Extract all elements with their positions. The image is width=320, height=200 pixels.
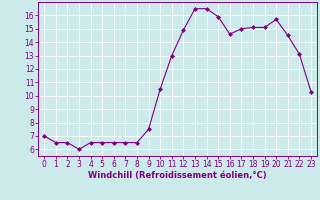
X-axis label: Windchill (Refroidissement éolien,°C): Windchill (Refroidissement éolien,°C) [88,171,267,180]
